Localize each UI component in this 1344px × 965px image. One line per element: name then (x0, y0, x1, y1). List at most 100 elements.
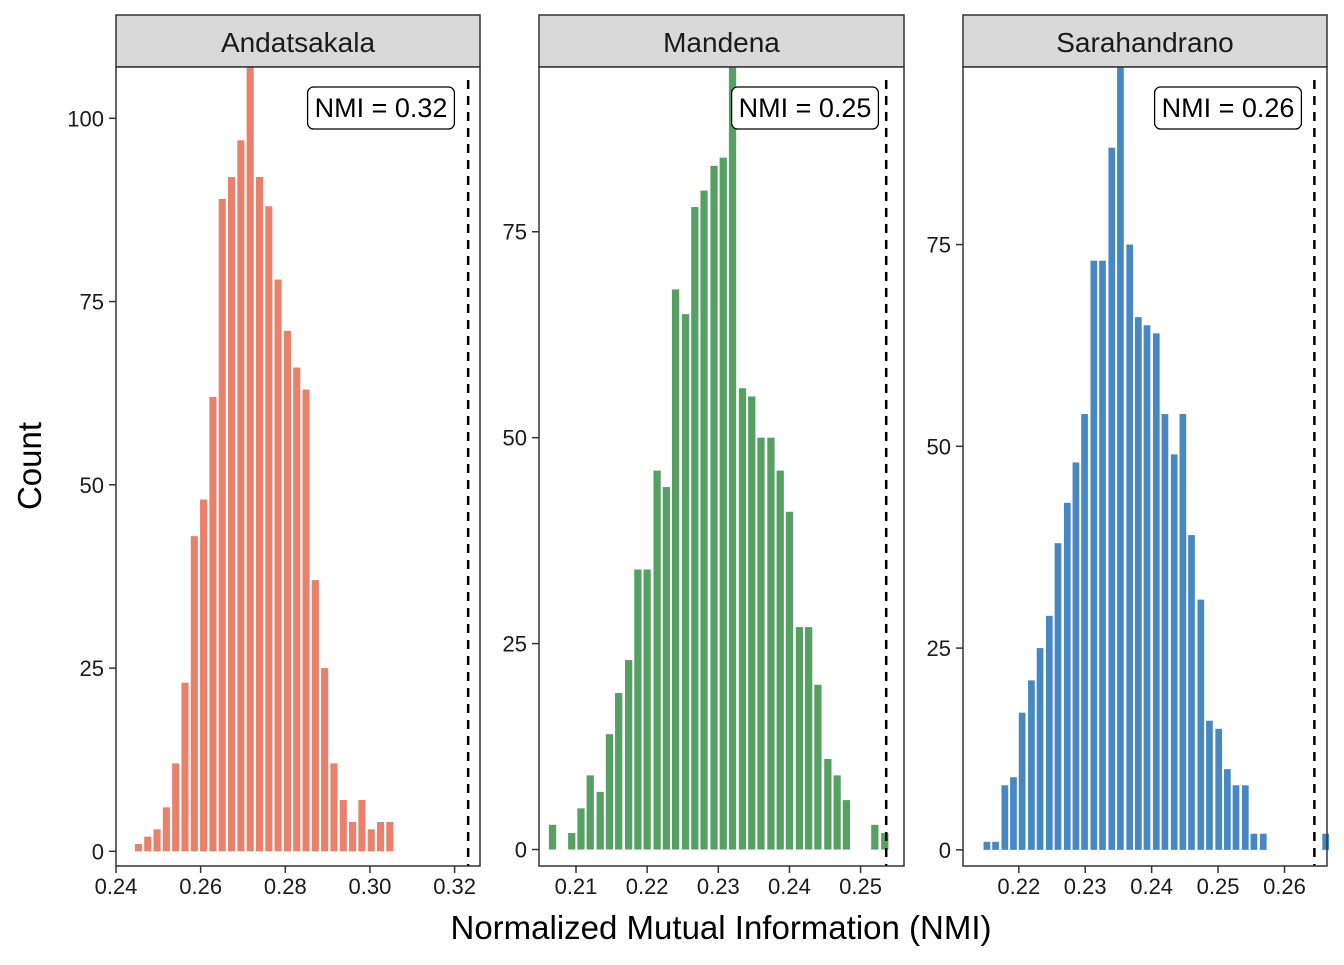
histogram-bar (1090, 260, 1098, 850)
histogram-bar (605, 734, 614, 850)
histogram-bar (824, 758, 832, 850)
histogram-bar (1135, 317, 1142, 850)
y-tick-label: 75 (80, 290, 104, 315)
observed-nmi-label-box (730, 86, 880, 130)
histogram-bar (833, 775, 841, 850)
histogram-bar (349, 822, 357, 852)
histogram-bar (757, 437, 765, 850)
y-tick-label: 50 (80, 473, 104, 498)
histogram-bar (246, 67, 254, 852)
histogram-bar (586, 775, 594, 850)
y-tick-label: 50 (503, 426, 527, 451)
histogram-bar (1197, 599, 1205, 850)
y-tick-label: 75 (927, 233, 951, 258)
histogram-bar (1108, 147, 1116, 850)
x-tick-label: 0.21 (555, 874, 598, 899)
histogram-bar (671, 289, 680, 850)
histogram-bar (376, 822, 385, 852)
panel-border (962, 66, 1328, 867)
histogram-bar (568, 833, 576, 850)
y-tick-label: 50 (927, 434, 951, 459)
panels: Andatsakala NMI = 0.32 0 25 50 75 100 0.24 0.26 0… (67, 14, 1330, 899)
histogram-bar (1054, 543, 1062, 850)
histogram-bar (144, 836, 152, 852)
histogram-bar (1099, 260, 1106, 850)
histogram-bar (311, 580, 319, 852)
observed-nmi-label: NMI = 0.32 (315, 93, 448, 123)
histogram-bar (1072, 462, 1080, 850)
x-tick-label: 0.32 (433, 874, 476, 899)
histogram-bar (1117, 67, 1124, 850)
histogram-bar (634, 569, 642, 850)
histogram-bar (1322, 833, 1330, 850)
x-axis-title: Normalized Mutual Information (NMI) (451, 909, 992, 946)
y-axis-title: Count (11, 422, 48, 510)
y-tick-label: 100 (67, 106, 104, 131)
histogram-bar (190, 536, 198, 852)
histogram-bar (1188, 535, 1195, 850)
histogram-bar (1152, 333, 1160, 850)
histogram-bar (274, 279, 282, 852)
histogram-bar (748, 396, 756, 850)
histogram-bar (785, 511, 794, 850)
histogram-bar (321, 668, 329, 852)
histogram-bar (1036, 648, 1044, 850)
x-tick-label: 0.28 (264, 874, 307, 899)
histogram-bar (700, 190, 708, 850)
histogram-bar (1063, 502, 1071, 850)
histogram-bar (653, 470, 661, 850)
observed-nmi-label: NMI = 0.25 (739, 93, 872, 123)
histogram-bar (209, 396, 217, 852)
y-tick-label: 25 (927, 636, 951, 661)
observed-nmi-label: NMI = 0.26 (1162, 93, 1295, 123)
y-tick-label: 0 (92, 839, 104, 864)
x-tick-label: 0.25 (839, 874, 882, 899)
histogram-bar (1081, 414, 1088, 850)
x-tick-label: 0.30 (349, 874, 392, 899)
histogram-bar (548, 824, 557, 850)
histogram-bar (983, 841, 991, 850)
histogram-bar (1170, 454, 1178, 850)
y-tick-label: 75 (503, 220, 527, 245)
histogram-bar (1215, 728, 1223, 850)
x-tick-label: 0.23 (697, 874, 740, 899)
x-tick-label: 0.26 (1263, 874, 1306, 899)
histogram-bar (767, 437, 775, 850)
histogram-bar (1018, 712, 1026, 850)
histogram-bar (1161, 414, 1169, 850)
histogram-bar (710, 165, 718, 850)
x-tick-label: 0.25 (1197, 874, 1240, 899)
histogram-bar (805, 627, 813, 850)
panel-sarahandrano: Sarahandrano NMI = 0.26 0 25 50 75 0.22 0.23 0.2… (927, 14, 1330, 899)
panel-mandena: Mandena NMI = 0.25 0 25 50 75 0.21 0.22 0.23 0.24… (503, 14, 905, 899)
y-tick-label: 25 (503, 632, 527, 657)
histogram-bar (237, 140, 245, 852)
histogram-bar (1250, 833, 1258, 850)
histogram-bar (283, 330, 291, 852)
histogram-bar (330, 763, 338, 852)
histogram-bar (1010, 777, 1017, 850)
x-tick-label: 0.24 (1130, 874, 1173, 899)
histogram-bar (339, 800, 347, 852)
panel-andatsakala: Andatsakala NMI = 0.32 0 25 50 75 100 0.24 0.26 0… (67, 14, 481, 899)
panel-border (538, 66, 905, 867)
histogram-bar (181, 682, 189, 852)
x-tick-label: 0.22 (626, 874, 669, 899)
x-tick-label: 0.26 (179, 874, 222, 899)
facet-label-mandena: Mandena (663, 27, 780, 58)
histogram-bar (577, 808, 585, 850)
histogram-bar (719, 157, 727, 850)
histogram-bar (1241, 785, 1249, 850)
histogram-bar (1126, 244, 1134, 850)
histogram-bar (691, 207, 699, 850)
histogram-bar (227, 176, 236, 852)
histogram-bar (302, 389, 310, 852)
histogram-bar (871, 824, 879, 850)
histogram-bar (596, 791, 604, 850)
histogram-bar (1206, 720, 1213, 850)
histogram-bar (776, 470, 784, 850)
histogram-bar (162, 807, 170, 852)
x-tick-label: 0.23 (1064, 874, 1107, 899)
